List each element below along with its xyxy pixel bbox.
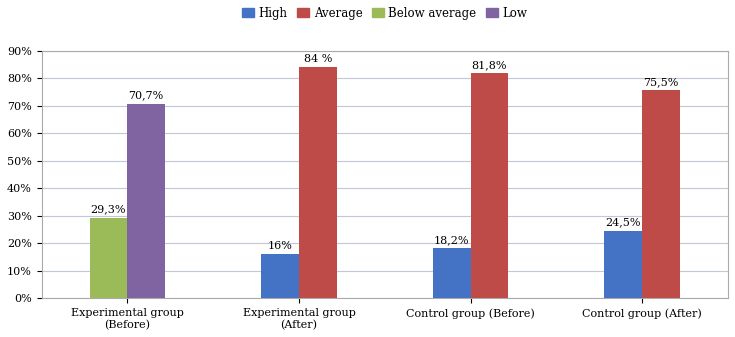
Bar xyxy=(470,73,509,298)
Bar xyxy=(299,67,337,298)
Bar xyxy=(642,90,680,298)
Text: 84 %: 84 % xyxy=(304,54,332,64)
Legend: High, Average, Below average, Low: High, Average, Below average, Low xyxy=(237,2,532,24)
Bar xyxy=(604,231,642,298)
Text: 24,5%: 24,5% xyxy=(606,218,641,227)
Bar xyxy=(261,254,299,298)
Text: 29,3%: 29,3% xyxy=(90,204,126,214)
Bar xyxy=(127,104,165,298)
Text: 70,7%: 70,7% xyxy=(129,90,164,100)
Bar xyxy=(433,248,470,298)
Text: 18,2%: 18,2% xyxy=(434,235,470,245)
Text: 16%: 16% xyxy=(268,241,293,251)
Bar xyxy=(90,218,127,298)
Text: 81,8%: 81,8% xyxy=(472,60,507,70)
Text: 75,5%: 75,5% xyxy=(643,77,679,87)
